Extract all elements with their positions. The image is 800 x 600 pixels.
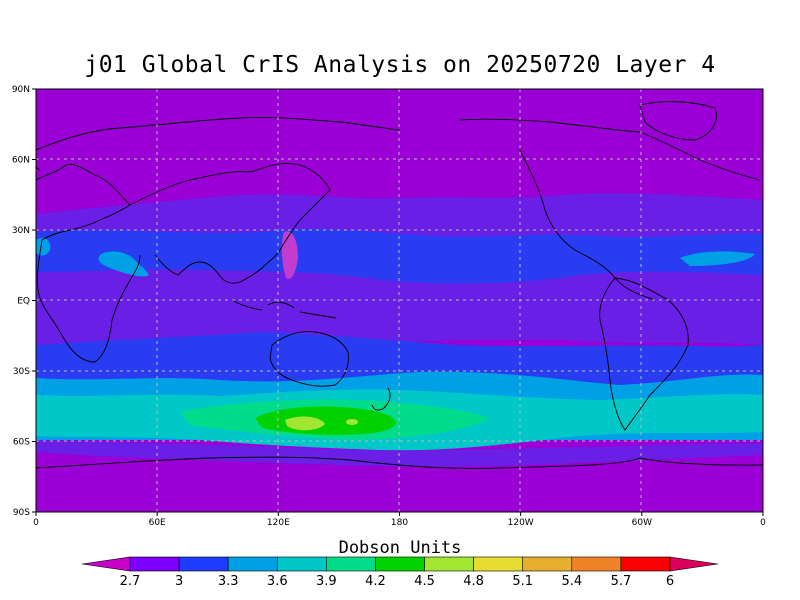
lon-tick-label: 0 [760, 518, 766, 528]
lon-tick-label: 120E [267, 518, 290, 528]
grid-lines [36, 89, 763, 512]
lat-tick-label: 60S [13, 438, 30, 448]
colorbar-swatch [326, 556, 376, 572]
colorbar-swatch [571, 556, 622, 572]
colorbar-tick-label: 4.8 [463, 574, 484, 589]
colorbar-tick-label: 2.7 [120, 574, 141, 589]
colorbar-swatch [522, 556, 573, 572]
colorbar-tick-label: 3.9 [316, 574, 337, 589]
colorbar-tick-label: 4.5 [414, 574, 435, 589]
lon-tick-label: 60E [149, 518, 166, 528]
longitude-axis: 0 60E 120E 180 120W 60W 0 [33, 512, 766, 528]
lat-tick-label: 30N [12, 226, 30, 236]
colorbar-under-arrow [81, 556, 131, 572]
colorbar-tick-label: 3.3 [218, 574, 239, 589]
colorbar-swatch [227, 556, 278, 572]
chart-title: j01 Global CrIS Analysis on 20250720 Lay… [84, 52, 716, 78]
lon-tick-label: 120W [508, 518, 534, 528]
lat-tick-label: 90S [13, 508, 30, 518]
colorbar-tick-label: 5.1 [512, 574, 533, 589]
colorbar-tick-label: 4.2 [365, 574, 386, 589]
lat-tick-label: 60N [12, 156, 30, 166]
colorbar-swatch [620, 556, 671, 572]
lat-tick-label: 90N [12, 85, 30, 95]
lat-tick-label: EQ [17, 297, 30, 307]
colorbar-tick-label: 5.7 [611, 574, 632, 589]
colorbar-swatch [276, 556, 327, 572]
colorbar-swatch [473, 556, 524, 572]
colorbar-units-label: Dobson Units [339, 538, 462, 558]
lon-tick-label: 0 [33, 518, 39, 528]
colorbar: 2.7 3 3.3 3.6 3.9 4.2 4.5 4.8 5.1 5.4 5.7 6 [81, 556, 719, 589]
colorbar-over-arrow [669, 556, 719, 572]
lon-tick-label: 60W [632, 518, 652, 528]
colorbar-tick-label: 3 [175, 574, 183, 589]
colorbar-swatch [129, 556, 180, 572]
colorbar-tick-label: 5.4 [561, 574, 582, 589]
colorbar-swatch [178, 556, 229, 572]
colorbar-swatch [424, 556, 474, 572]
lon-tick-label: 180 [391, 518, 408, 528]
colorbar-tick-label: 6 [666, 574, 674, 589]
colorbar-swatch [375, 556, 425, 572]
colorbar-tick-label: 3.6 [267, 574, 288, 589]
latitude-axis: 90N 60N 30N EQ 30S 60S 90S [12, 85, 36, 518]
coastlines [36, 101, 763, 469]
lat-tick-label: 30S [13, 367, 30, 377]
